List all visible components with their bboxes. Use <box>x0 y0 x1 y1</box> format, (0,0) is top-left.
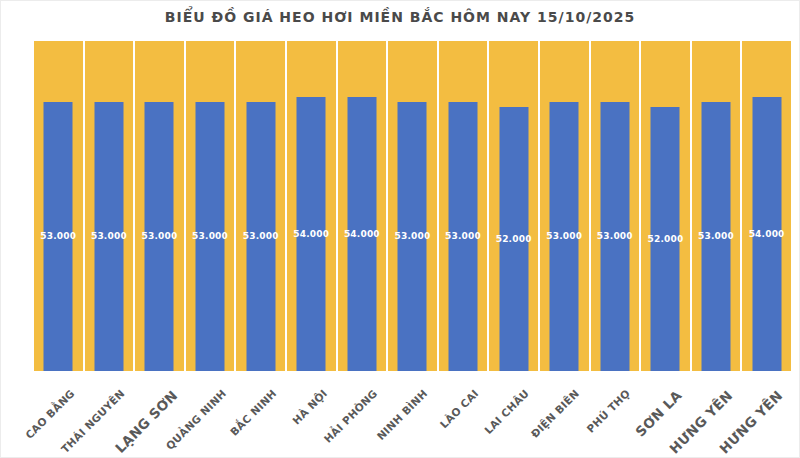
bar-value-label: 53.000 <box>597 231 633 241</box>
bar: 53.000 <box>94 102 123 371</box>
bar: 52.000 <box>651 107 680 371</box>
bar: 53.000 <box>196 102 225 371</box>
bar: 53.000 <box>246 102 275 371</box>
x-axis-label: BẮC NINH <box>228 387 279 438</box>
bar-value-label: 53.000 <box>40 231 76 241</box>
bar: 53.000 <box>550 102 579 371</box>
bar-value-label: 53.000 <box>445 231 481 241</box>
category-column: 52.000 <box>641 41 692 371</box>
bar-value-label: 53.000 <box>394 231 430 241</box>
bar: 53.000 <box>145 102 174 371</box>
chart-title: BIỂU ĐỒ GIÁ HEO HƠI MIỀN BẮC HÔM NAY 15/… <box>1 9 799 25</box>
bar-value-label: 53.000 <box>546 231 582 241</box>
category-column: 54.000 <box>287 41 338 371</box>
x-axis-label: SƠN LA <box>633 387 686 440</box>
bar: 52.000 <box>499 107 528 371</box>
plot-area: 53.00053.00053.00053.00053.00054.00054.0… <box>34 41 791 371</box>
x-axis-label: ĐIỆN BIÊN <box>528 387 581 440</box>
bar-value-label: 54.000 <box>749 229 785 239</box>
bar-value-label: 53.000 <box>243 231 279 241</box>
x-axis-label: NINH BÌNH <box>375 387 430 442</box>
bar: 53.000 <box>449 102 478 371</box>
bar: 53.000 <box>600 102 629 371</box>
x-axis-label: CAO BẰNG <box>23 387 77 441</box>
bar: 53.000 <box>702 102 731 371</box>
category-column: 53.000 <box>34 41 85 371</box>
category-column: 53.000 <box>692 41 743 371</box>
bar: 54.000 <box>752 97 781 371</box>
x-axis-label: PHÚ THỌ <box>584 387 632 435</box>
category-column: 53.000 <box>236 41 287 371</box>
category-column: 53.000 <box>85 41 136 371</box>
bar-value-label: 54.000 <box>344 229 380 239</box>
bar: 53.000 <box>44 102 73 371</box>
category-column: 53.000 <box>439 41 490 371</box>
category-column: 53.000 <box>540 41 591 371</box>
bar-value-label: 52.000 <box>647 234 683 244</box>
x-axis-label: LÀO CAI <box>437 387 480 430</box>
bar-value-label: 53.000 <box>91 231 127 241</box>
bar: 53.000 <box>398 102 427 371</box>
category-column: 54.000 <box>338 41 389 371</box>
x-axis-label: HƯNG YÊN <box>666 387 736 457</box>
bar: 54.000 <box>347 97 376 371</box>
bar: 54.000 <box>297 97 326 371</box>
x-axis-label: LẠNG SƠN <box>112 387 181 456</box>
category-column: 52.000 <box>489 41 540 371</box>
bar-value-label: 52.000 <box>496 234 532 244</box>
category-column: 53.000 <box>388 41 439 371</box>
chart-container: BIỂU ĐỒ GIÁ HEO HƠI MIỀN BẮC HÔM NAY 15/… <box>0 0 800 458</box>
x-axis-label: HẢI PHÒNG <box>322 387 380 445</box>
x-axis-label: LAI CHÂU <box>482 387 531 436</box>
bar-value-label: 54.000 <box>293 229 329 239</box>
bar-value-label: 53.000 <box>192 231 228 241</box>
x-axis-label: HÀ NỘI <box>289 387 329 427</box>
category-column: 53.000 <box>135 41 186 371</box>
bar-value-label: 53.000 <box>698 231 734 241</box>
x-axis-label: HƯNG YÊN <box>717 387 787 457</box>
x-axis-label: THÁI NGUYÊN <box>59 387 127 455</box>
category-column: 53.000 <box>186 41 237 371</box>
category-column: 53.000 <box>591 41 642 371</box>
bar-value-label: 53.000 <box>142 231 178 241</box>
category-column: 54.000 <box>742 41 791 371</box>
x-axis-label: QUẢNG NINH <box>163 387 228 452</box>
